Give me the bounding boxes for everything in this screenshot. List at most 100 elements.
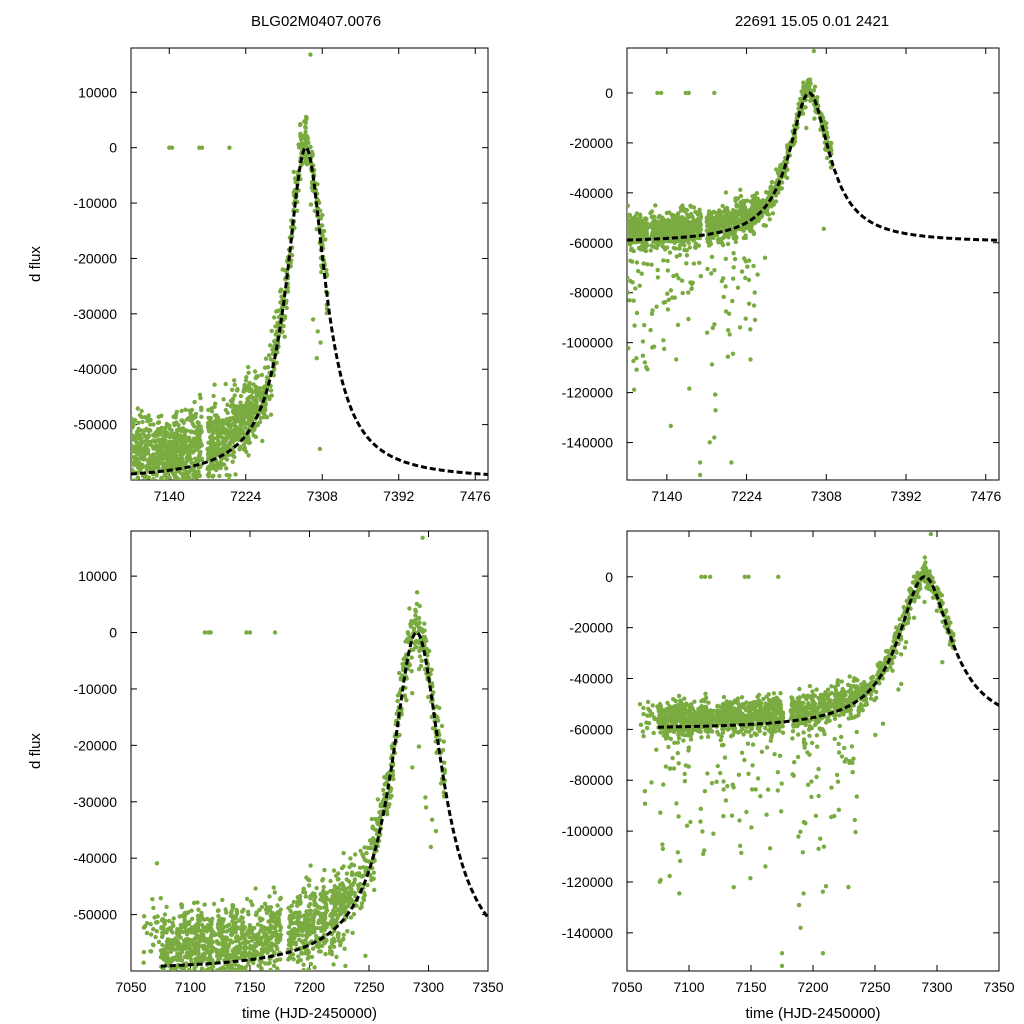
data-point	[676, 232, 682, 238]
y-axis-title: d flux	[27, 733, 44, 769]
data-point	[671, 273, 676, 279]
data-point	[268, 905, 274, 910]
data-point	[256, 386, 261, 391]
data-point	[718, 212, 723, 218]
data-point	[341, 936, 346, 942]
data-point	[719, 240, 725, 246]
data-point	[640, 353, 646, 358]
data-point	[609, 226, 613, 230]
data-point	[220, 965, 226, 970]
data-point	[615, 225, 619, 229]
data-point	[627, 346, 631, 351]
data-point	[734, 209, 740, 214]
data-point	[782, 173, 788, 179]
data-point	[109, 468, 113, 472]
data-point	[188, 957, 194, 963]
data-point	[605, 209, 609, 213]
data-point	[621, 228, 625, 232]
data-point	[684, 261, 689, 266]
data-point	[240, 416, 245, 421]
data-point	[109, 470, 113, 474]
data-point	[275, 946, 280, 951]
data-point	[125, 470, 129, 474]
data-point	[712, 268, 717, 273]
data-point	[208, 463, 213, 468]
data-point	[254, 400, 259, 405]
data-point	[140, 480, 144, 484]
data-point	[173, 412, 179, 418]
data-point	[197, 472, 202, 478]
y-tick-label: -40000	[569, 185, 613, 201]
data-point	[176, 973, 180, 977]
data-point	[293, 180, 298, 185]
data-point	[215, 415, 221, 420]
data-point	[265, 511, 269, 515]
data-point	[316, 944, 321, 950]
data-point	[669, 221, 674, 226]
data-point	[133, 486, 137, 490]
data-point	[274, 309, 279, 314]
data-point	[111, 462, 115, 466]
data-point	[629, 259, 635, 264]
data-point	[116, 472, 120, 476]
data-point	[615, 229, 619, 233]
data-point	[606, 217, 610, 221]
data-point	[811, 48, 817, 54]
data-point	[631, 224, 636, 229]
data-point	[120, 423, 124, 427]
data-point	[119, 445, 123, 449]
data-point	[194, 973, 198, 977]
data-point	[622, 223, 626, 227]
data-point	[342, 946, 347, 951]
data-point	[604, 226, 608, 230]
data-point	[121, 462, 125, 466]
data-point	[727, 214, 733, 219]
data-point	[239, 935, 244, 940]
data-point	[121, 483, 125, 487]
data-point	[667, 250, 673, 255]
y-tick-label: -50000	[73, 417, 117, 433]
data-point	[259, 966, 264, 971]
data-point	[664, 245, 670, 250]
data-point	[689, 286, 694, 292]
data-point	[612, 220, 616, 224]
data-point	[287, 930, 292, 936]
data-point	[123, 437, 127, 441]
data-point	[107, 502, 111, 506]
data-point	[246, 364, 251, 370]
data-point	[649, 224, 654, 230]
data-point	[601, 225, 605, 229]
data-point	[109, 439, 113, 443]
data-point	[661, 258, 666, 263]
data-point	[203, 974, 207, 978]
data-point	[103, 450, 107, 454]
data-point	[724, 211, 729, 216]
data-point	[156, 479, 160, 480]
data-point	[139, 504, 143, 508]
data-point	[124, 479, 128, 483]
data-point	[236, 938, 241, 943]
data-point	[723, 309, 729, 314]
data-point	[341, 864, 346, 869]
data-point	[321, 888, 326, 894]
data-point	[279, 294, 284, 299]
data-point	[238, 444, 243, 450]
data-point	[612, 228, 616, 232]
data-point	[348, 856, 353, 861]
y-tick-label: -120000	[562, 385, 614, 401]
data-point	[616, 226, 620, 230]
data-point	[608, 223, 612, 227]
data-point	[179, 958, 185, 963]
data-point	[323, 237, 328, 242]
data-point	[727, 332, 732, 337]
data-point	[244, 449, 249, 454]
data-point	[169, 978, 173, 982]
data-point	[227, 145, 232, 150]
data-point	[195, 459, 201, 464]
data-point	[267, 960, 272, 966]
data-point	[613, 240, 617, 244]
data-point	[134, 429, 140, 435]
data-point	[649, 214, 655, 220]
data-point	[164, 421, 170, 427]
data-point	[606, 218, 610, 222]
